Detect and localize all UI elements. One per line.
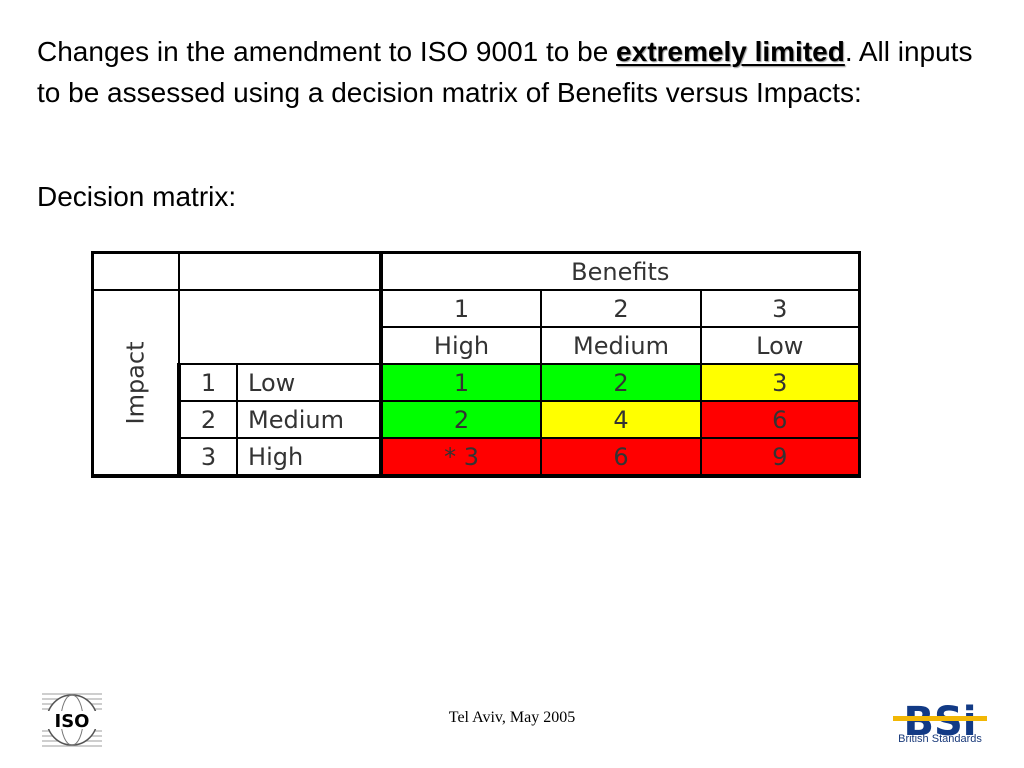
intro-paragraph: Changes in the amendment to ISO 9001 to … xyxy=(37,31,987,113)
matrix-cell: 9 xyxy=(700,437,861,478)
iso-logo: ISO xyxy=(42,690,102,750)
matrix-cell: 2 xyxy=(380,400,543,439)
matrix-cell: 3 xyxy=(700,363,861,402)
impact-number: 3 xyxy=(177,437,239,478)
table-row: High Medium Low xyxy=(93,326,861,365)
benefit-number-3: 3 xyxy=(700,289,861,328)
benefits-header: Benefits xyxy=(380,251,861,291)
intro-text-before: Changes in the amendment to ISO 9001 to … xyxy=(37,36,617,67)
benefit-number-2: 2 xyxy=(540,289,703,328)
table-row: Impact 1 2 3 xyxy=(91,289,861,478)
impact-header: Impact xyxy=(121,340,150,425)
table-row: 1 Low 1 2 3 xyxy=(93,363,861,402)
bsi-logo-text: BSi xyxy=(903,699,976,745)
bsi-logo-caption: British Standards xyxy=(898,733,982,745)
matrix-cell: 4 xyxy=(540,400,703,439)
matrix-cell: * 3 xyxy=(380,437,543,478)
impact-label: High xyxy=(236,437,384,478)
iso-logo-text: ISO xyxy=(55,711,90,732)
empty-header-cell xyxy=(178,289,384,365)
impact-number: 2 xyxy=(177,400,239,439)
matrix-cell: 6 xyxy=(700,400,861,439)
bsi-logo: BSi xyxy=(893,699,987,745)
matrix-cell: 2 xyxy=(540,363,703,402)
matrix-cell: 1 xyxy=(380,363,543,402)
table-row: 3 High * 3 6 9 xyxy=(93,437,861,478)
impact-label: Medium xyxy=(236,400,384,439)
benefit-label-low: Low xyxy=(700,326,861,365)
empty-header-cell xyxy=(178,251,384,291)
intro-emphasis: extremely limited xyxy=(616,36,845,67)
intro-text-after: . All inputs to be assessed using a deci… xyxy=(37,36,973,108)
empty-corner-cell xyxy=(91,251,181,291)
impact-header-cell: Impact xyxy=(91,289,181,478)
matrix-cell: 6 xyxy=(540,437,703,478)
table-row: 2 Medium 2 4 6 xyxy=(93,400,861,439)
impact-number: 1 xyxy=(177,363,239,402)
decision-matrix-table: Benefits Impact 1 2 3 High Medium Low 1 … xyxy=(91,251,861,478)
footer-location-date: Tel Aviv, May 2005 xyxy=(448,709,576,726)
impact-label: Low xyxy=(236,363,384,402)
benefit-label-medium: Medium xyxy=(540,326,703,365)
benefit-label-high: High xyxy=(380,326,543,365)
benefit-number-1: 1 xyxy=(380,289,543,328)
table-row: Benefits xyxy=(91,251,861,291)
decision-matrix-heading: Decision matrix: xyxy=(37,181,237,212)
